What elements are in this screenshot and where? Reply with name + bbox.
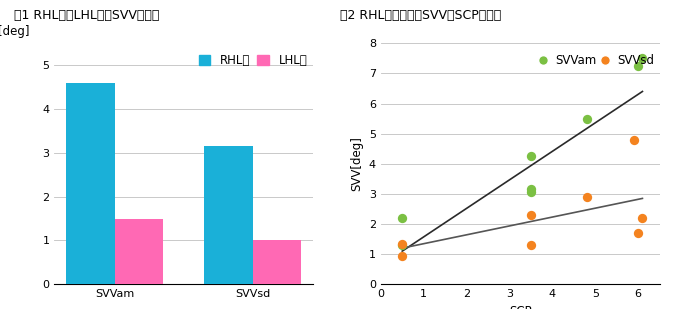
Text: 図1 RHL群とLHL群のSVVの比較: 図1 RHL群とLHL群のSVVの比較 bbox=[14, 9, 159, 22]
Point bbox=[526, 243, 537, 248]
Text: 図2 RHL群におけるSVVとSCPの相関: 図2 RHL群におけるSVVとSCPの相関 bbox=[340, 9, 501, 22]
Bar bbox=[114, 218, 163, 284]
X-axis label: SCP: SCP bbox=[509, 305, 532, 309]
Bar bbox=[66, 83, 114, 284]
Point bbox=[637, 216, 648, 221]
Point bbox=[581, 116, 592, 121]
Point bbox=[637, 56, 648, 61]
Legend: RHL群, LHL群: RHL群, LHL群 bbox=[194, 49, 312, 72]
Point bbox=[628, 137, 639, 142]
Text: [deg]: [deg] bbox=[0, 25, 29, 38]
Y-axis label: SVV[deg]: SVV[deg] bbox=[350, 136, 363, 191]
Point bbox=[526, 187, 537, 192]
Bar bbox=[204, 146, 253, 284]
Point bbox=[397, 216, 408, 221]
Bar bbox=[253, 240, 301, 284]
Point bbox=[397, 241, 408, 246]
Point bbox=[526, 154, 537, 159]
Point bbox=[526, 190, 537, 195]
Point bbox=[581, 194, 592, 199]
Point bbox=[526, 213, 537, 218]
Point bbox=[397, 243, 408, 248]
Point bbox=[632, 231, 643, 235]
Point bbox=[632, 63, 643, 68]
Legend: SVVam, SVVsd: SVVam, SVVsd bbox=[535, 49, 660, 72]
Point bbox=[397, 253, 408, 258]
